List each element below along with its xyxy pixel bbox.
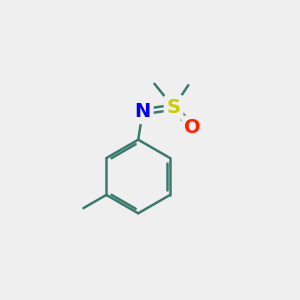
Text: O: O: [184, 118, 201, 137]
Text: S: S: [167, 98, 181, 117]
Text: N: N: [134, 102, 151, 121]
